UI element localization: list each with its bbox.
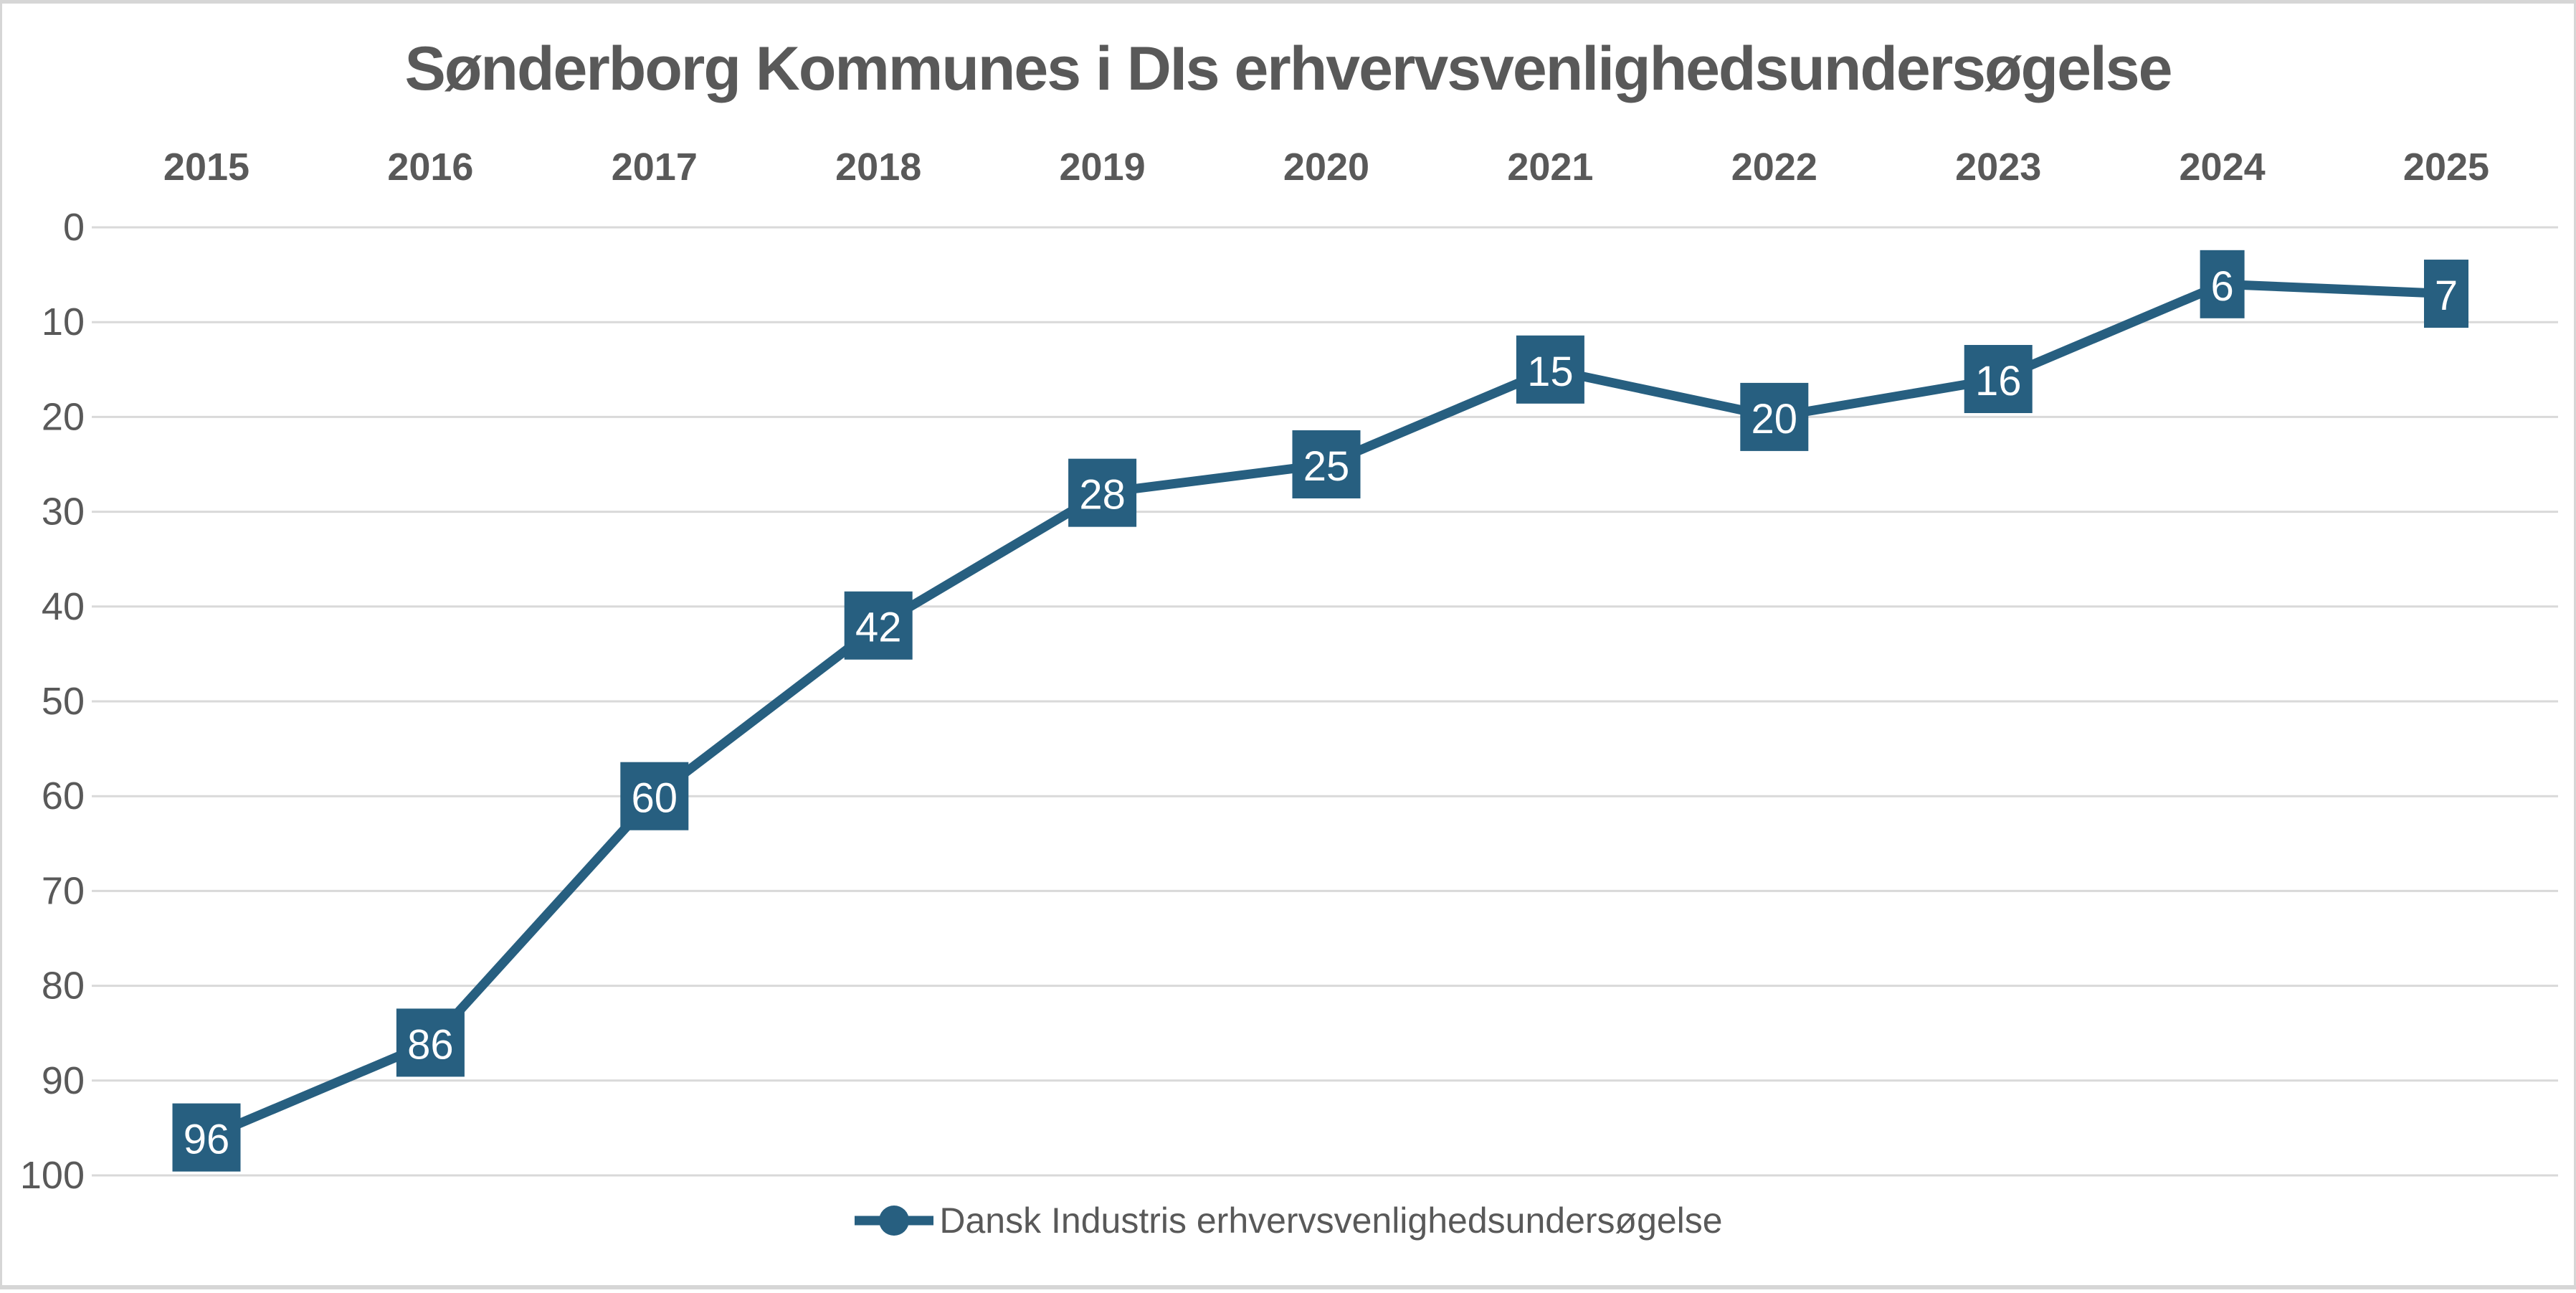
- x-tick-label: 2015: [163, 146, 249, 189]
- legend-marker-icon: [855, 1206, 934, 1236]
- y-tick-label: 100: [20, 1154, 85, 1197]
- y-tick-label: 10: [42, 300, 85, 344]
- y-tick-label: 80: [42, 965, 85, 1008]
- data-point-label-box: [1068, 458, 1137, 527]
- data-point-label-box: [1740, 382, 1809, 451]
- y-tick-label: 60: [42, 775, 85, 818]
- data-point-label-box: [2200, 250, 2245, 318]
- data-point-label-box: [396, 1008, 465, 1077]
- y-tick-label: 20: [42, 395, 85, 438]
- x-tick-label: 2017: [612, 146, 698, 189]
- x-tick-label: 2018: [835, 146, 921, 189]
- y-tick-label: 90: [42, 1059, 85, 1102]
- y-tick-label: 40: [42, 585, 85, 628]
- x-tick-label: 2025: [2403, 146, 2489, 189]
- data-point-label-box: [1516, 335, 1584, 404]
- x-tick-label: 2016: [387, 146, 473, 189]
- data-point-label-box: [1964, 345, 2033, 414]
- data-point-label: 60: [632, 775, 678, 822]
- x-tick-label: 2020: [1283, 146, 1369, 189]
- y-tick-label: 50: [42, 680, 85, 723]
- chart-title: Sønderborg Kommunes i DIs erhvervsvenlig…: [404, 34, 2173, 103]
- data-point-label-box: [172, 1103, 241, 1172]
- x-tick-label: 2023: [1955, 146, 2041, 189]
- data-point-label: 20: [1752, 396, 1798, 442]
- x-tick-label: 2019: [1060, 146, 1146, 189]
- data-point-label-box: [844, 591, 913, 660]
- y-tick-label: 0: [63, 206, 85, 249]
- x-tick-label: 2022: [1731, 146, 1817, 189]
- y-tick-label: 30: [42, 491, 85, 534]
- data-point-label-box: [2424, 260, 2468, 328]
- x-tick-label: 2021: [1507, 146, 1593, 189]
- legend-label: Dansk Industris erhvervsvenlighedsunders…: [939, 1200, 1723, 1241]
- data-point-label: 15: [1527, 349, 1574, 395]
- data-point-label: 28: [1079, 472, 1126, 518]
- series-line: [201, 279, 2451, 1142]
- data-point-label: 96: [184, 1117, 230, 1163]
- data-point-label: 25: [1303, 443, 1350, 490]
- data-point-label: 16: [1975, 358, 2022, 404]
- data-point-label-box: [1292, 430, 1361, 498]
- data-point-label: 6: [2210, 263, 2233, 310]
- data-point-label-box: [620, 762, 689, 830]
- data-point-label: 7: [2435, 273, 2458, 319]
- data-point-label: 86: [407, 1021, 454, 1068]
- y-tick-label: 70: [42, 869, 85, 912]
- legend: Dansk Industris erhvervsvenlighedsunders…: [2, 1200, 2574, 1241]
- x-tick-label: 2024: [2180, 146, 2266, 189]
- data-point-label: 42: [855, 605, 902, 651]
